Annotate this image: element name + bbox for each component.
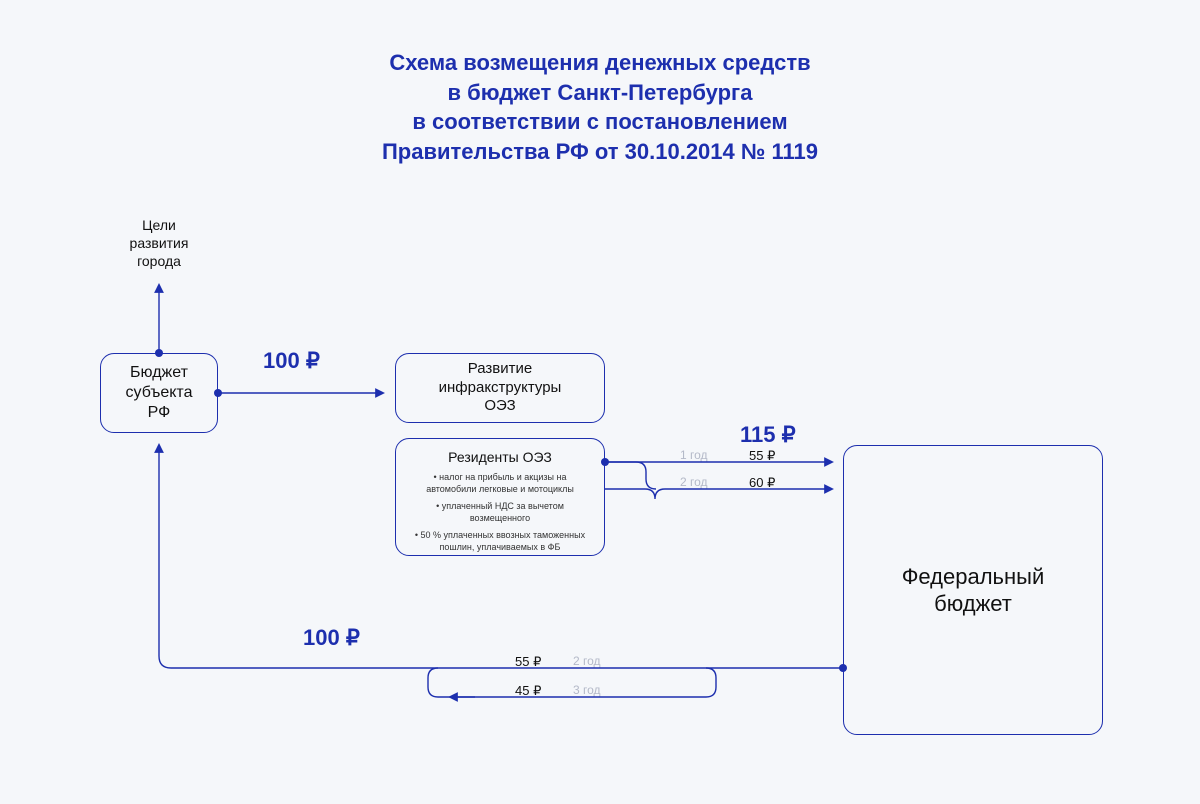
label-amt-3-back: 45 ₽ [515,683,541,699]
node-federal-budget: Федеральный бюджет [843,445,1103,735]
diagram-title: Схема возмещения денежных средств в бюдж… [0,48,1200,167]
label-amt-2-back: 55 ₽ [515,654,541,670]
node-infra: Развитие инфракструктуры ОЭЗ [395,353,605,423]
amount-to-infra: 100 ₽ [263,348,320,374]
node-goals: Цели развития города [112,216,206,271]
amount-to-federal: 115 ₽ [740,422,796,448]
amount-return: 100 ₽ [303,625,360,651]
label-year-2-back: 2 год [573,654,601,668]
label-amt-2-out: 60 ₽ [749,475,775,491]
node-residents: Резиденты ОЭЗ налог на прибыль и акцизы … [395,438,605,556]
label-year-3-back: 3 год [573,683,601,697]
label-year-1-out: 1 год [680,448,708,462]
label-year-2-out: 2 год [680,475,708,489]
label-amt-1-out: 55 ₽ [749,448,775,464]
residents-bullets: налог на прибыль и акцизы на автомобили … [396,467,604,569]
node-subject-budget: Бюджет субъекта РФ [100,353,218,433]
